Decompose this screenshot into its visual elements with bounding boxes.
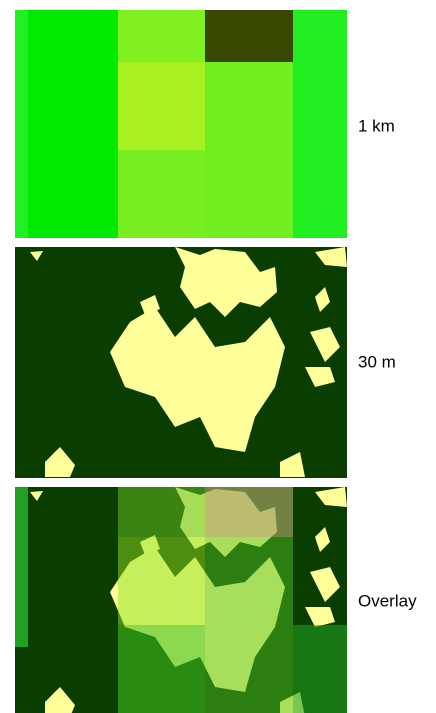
panel-label: 1 km [358,116,395,135]
panel-30m [15,247,347,478]
panel-overlay [15,487,347,713]
panel-label: 30 m [358,352,396,371]
panel-1km [15,10,347,238]
panel-label: Overlay [358,591,417,610]
